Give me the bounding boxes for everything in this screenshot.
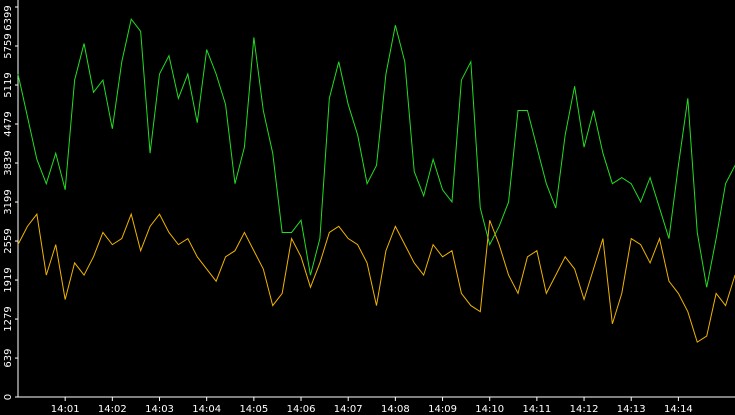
x-tick-label: 14:12 bbox=[570, 404, 599, 415]
x-tick-label: 14:05 bbox=[239, 404, 268, 415]
series-line bbox=[17, 17, 735, 288]
x-tick-label: 14:03 bbox=[145, 404, 174, 415]
x-tick-label: 14:14 bbox=[664, 404, 693, 415]
y-tick-label: 3839 bbox=[3, 150, 14, 175]
y-tick-label: 5119 bbox=[3, 72, 14, 97]
x-tick-label: 14:09 bbox=[428, 404, 457, 415]
y-tick-label: 2559 bbox=[3, 228, 14, 253]
y-tick-label: 6399 bbox=[3, 5, 14, 30]
y-tick-label: 1279 bbox=[3, 306, 14, 331]
x-tick-label: 14:06 bbox=[287, 404, 316, 415]
y-tick-label: 1919 bbox=[3, 267, 14, 292]
x-tick-label: 14:07 bbox=[334, 404, 363, 415]
x-tick-label: 14:13 bbox=[617, 404, 646, 415]
y-tick-label: 639 bbox=[3, 349, 14, 368]
x-tick-label: 14:08 bbox=[381, 404, 410, 415]
y-tick-label: 5759 bbox=[3, 33, 14, 58]
x-tick-label: 14:01 bbox=[51, 404, 80, 415]
x-tick-label: 14:02 bbox=[98, 404, 127, 415]
y-tick-label: 4479 bbox=[3, 111, 14, 136]
y-tick-label: 0 bbox=[3, 394, 14, 400]
y-tick-label: 3199 bbox=[3, 189, 14, 214]
x-tick-label: 14:11 bbox=[522, 404, 551, 415]
series-line bbox=[17, 212, 735, 343]
x-tick-label: 14:10 bbox=[475, 404, 504, 415]
x-tick-label: 14:04 bbox=[192, 404, 221, 415]
